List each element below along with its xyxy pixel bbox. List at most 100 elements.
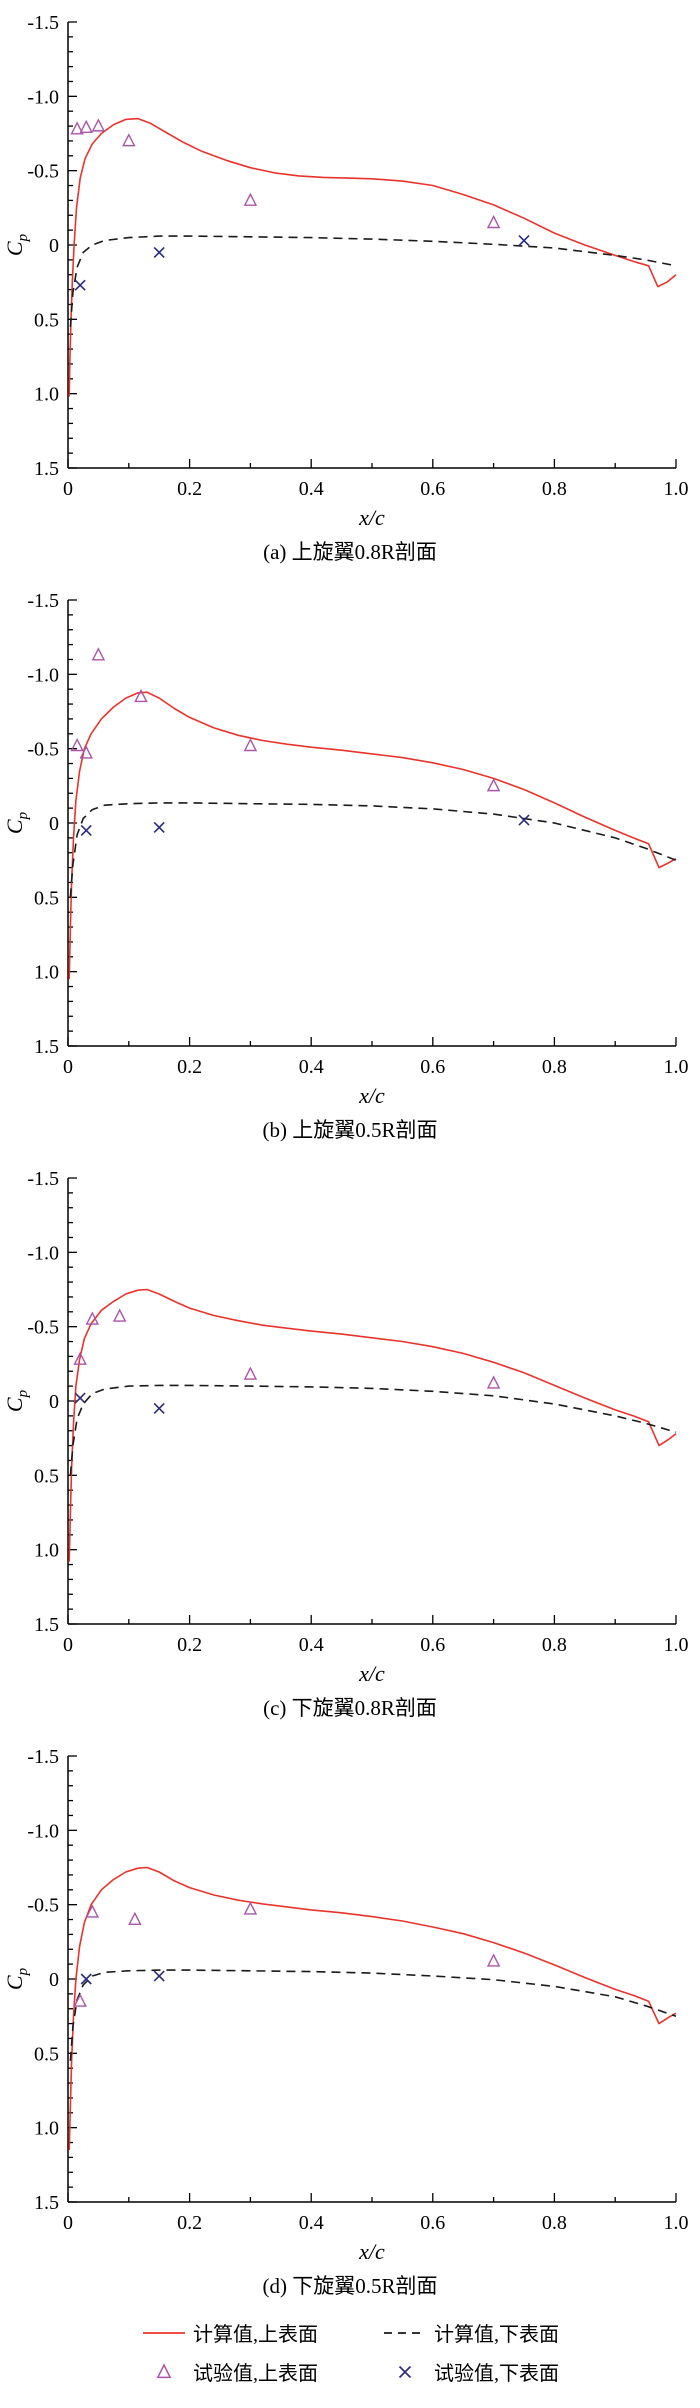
exp-upper-triangle-marker	[91, 647, 106, 661]
triangle-glyph	[156, 2362, 172, 2378]
exp-upper-triangle-marker	[73, 1351, 87, 1365]
y-tick-label: -0.5	[27, 161, 59, 183]
x-mark-glyph	[398, 2365, 412, 2378]
computed-lower-curve	[69, 1384, 677, 1476]
legend: 计算值,上表面 计算值,下表面 试验值,上表面 试验值,下表面	[141, 2318, 559, 2400]
y-tick-label: 0.5	[34, 309, 59, 331]
x-tick-label: 0.8	[542, 2212, 567, 2234]
cp-plot-b: -1.5-1.0-0.500.51.01.50 0.2 0.4 0.6 0.8 1.0x/…	[2, 590, 689, 1108]
y-tick-label: 1.0	[34, 384, 59, 406]
y-tick-label: 1.0	[34, 2118, 59, 2140]
y-tick-label: -1.5	[27, 1168, 59, 1190]
x-tick-label: 1.0	[664, 1634, 689, 1656]
exp-upper-triangle-marker	[486, 778, 501, 792]
y-tick-label: -0.5	[27, 1317, 59, 1339]
legend-label-experimental-upper: 试验值,上表面	[193, 2363, 318, 2385]
exp-upper-triangle-marker	[73, 1993, 87, 2007]
y-tick-label: 0.5	[34, 1465, 59, 1487]
x-tick-label: 1.0	[664, 478, 689, 500]
x-tick-label: 0.2	[177, 2212, 202, 2234]
computed-lower-curve	[69, 802, 677, 898]
cp-plot-a: -1.5-1.0-0.500.51.01.50 0.2 0.4 0.6 0.8 1.0x/…	[2, 12, 689, 530]
computed-upper-curve	[68, 1866, 677, 2151]
y-tick-label: -1.0	[27, 1242, 59, 1264]
x-tick-label: 0.2	[177, 478, 202, 500]
x-axis-label: x/c	[358, 505, 385, 530]
triangle-marker-symbol	[156, 2362, 172, 2378]
x-tick-label: 0.6	[420, 478, 445, 500]
y-tick-label: -1.5	[27, 12, 59, 34]
exp-upper-triangle-marker	[486, 214, 501, 229]
exp-lower-x-marker	[153, 1970, 165, 1982]
legend-item-computed-upper: 计算值,上表面	[141, 2318, 318, 2347]
computed-upper-curve	[68, 117, 677, 397]
x-axis-label: x/c	[358, 1083, 385, 1108]
exp-lower-x-marker	[153, 1402, 165, 1414]
y-tick-label: -0.5	[27, 1895, 59, 1917]
x-tick-label: 0.2	[177, 1056, 202, 1078]
chart-caption-b: (b) 上旋翼0.5R剖面	[262, 1118, 438, 1142]
x-tick-label: 0	[63, 1634, 73, 1656]
exp-upper-triangle-marker	[91, 118, 106, 132]
x-tick-label: 0.6	[420, 1056, 445, 1078]
legend-item-experimental-lower: 试验值,下表面	[382, 2357, 559, 2386]
exp-upper-triangle-marker	[112, 1308, 127, 1322]
exp-lower-x-marker	[80, 824, 92, 836]
legend-item-experimental-upper: 试验值,上表面	[141, 2357, 318, 2386]
x-tick-label: 1.0	[664, 1056, 689, 1078]
y-tick-label: 1.0	[34, 962, 59, 984]
x-axis-label: x/c	[358, 2239, 385, 2264]
exp-upper-triangle-marker	[70, 121, 84, 135]
chart-block-b: -1.5 -1.0 -0.5 0 0.5 1.0 1.5 0 0.2 0.4 0.6 0.8 1.0 x/…	[0, 584, 700, 1142]
exp-lower-x-marker	[518, 814, 530, 826]
chart-caption-d: (d) 下旋翼0.5R剖面	[262, 2274, 438, 2298]
chart-caption-a: (a) 上旋翼0.8R剖面	[263, 540, 437, 564]
x-tick-label: 0	[63, 2212, 73, 2234]
computed-upper-curve	[68, 691, 677, 980]
chart-block-a: -1.5 -1.0 -0.5 0 0.5 1.0 1.5 0 0.2 0.4 0.6 0.8 1.0 x/…	[0, 6, 700, 564]
x-tick-label: 0.4	[299, 1056, 324, 1078]
x-tick-label: 0	[63, 1056, 73, 1078]
x-tick-label: 0.4	[299, 2212, 324, 2234]
exp-lower-x-marker	[74, 1392, 86, 1404]
y-axis-label: Cp	[2, 1967, 31, 1990]
exp-upper-triangle-marker	[243, 1901, 258, 1915]
y-tick-label: -1.0	[27, 664, 59, 686]
exp-upper-triangle-marker	[486, 1375, 501, 1389]
y-tick-label: 0.5	[34, 887, 59, 909]
chart-caption-c: (c) 下旋翼0.8R剖面	[263, 1696, 437, 1720]
exp-lower-x-marker	[518, 234, 530, 247]
exp-lower-x-marker	[153, 246, 165, 258]
exp-lower-x-marker	[74, 279, 86, 291]
dashed-line-symbol	[384, 2331, 426, 2334]
chart-block-d: -1.5 -1.0 -0.5 0 0.5 1.0 1.5 0 0.2 0.4 0.6 0.8 1.0 x/…	[0, 1740, 700, 2298]
y-tick-label: 0	[49, 813, 59, 835]
y-tick-label: 0	[49, 235, 59, 257]
x-tick-label: 0	[63, 478, 73, 500]
x-tick-label: 0.8	[542, 1634, 567, 1656]
x-tick-label: 0.8	[542, 1056, 567, 1078]
x-tick-label: 0.4	[299, 1634, 324, 1656]
exp-lower-x-marker	[153, 821, 165, 834]
y-tick-label: 1.0	[34, 1540, 59, 1562]
exp-upper-triangle-marker	[243, 192, 258, 206]
y-tick-label: 1.5	[34, 458, 59, 480]
exp-upper-triangle-marker	[85, 1904, 100, 1918]
exp-upper-triangle-marker	[79, 119, 93, 134]
exp-upper-triangle-marker	[122, 133, 136, 147]
computed-lower-curve	[69, 235, 677, 327]
y-tick-label: 0	[49, 1391, 59, 1413]
exp-upper-triangle-marker	[243, 1366, 258, 1380]
exp-upper-triangle-marker	[243, 737, 258, 752]
x-axis-label: x/c	[358, 1661, 385, 1686]
legend-label-computed-upper: 计算值,上表面	[193, 2324, 318, 2346]
exp-upper-triangle-marker	[79, 745, 93, 759]
x-tick-label: 0.2	[177, 1634, 202, 1656]
solid-line-symbol	[143, 2331, 185, 2334]
y-tick-label: -1.5	[27, 1746, 59, 1768]
y-tick-label: -0.5	[27, 739, 59, 761]
x-tick-label: 0.6	[420, 1634, 445, 1656]
x-tick-label: 1.0	[664, 2212, 689, 2234]
x-tick-label: 0.4	[299, 478, 324, 500]
x-tick-label: 0.6	[420, 2212, 445, 2234]
